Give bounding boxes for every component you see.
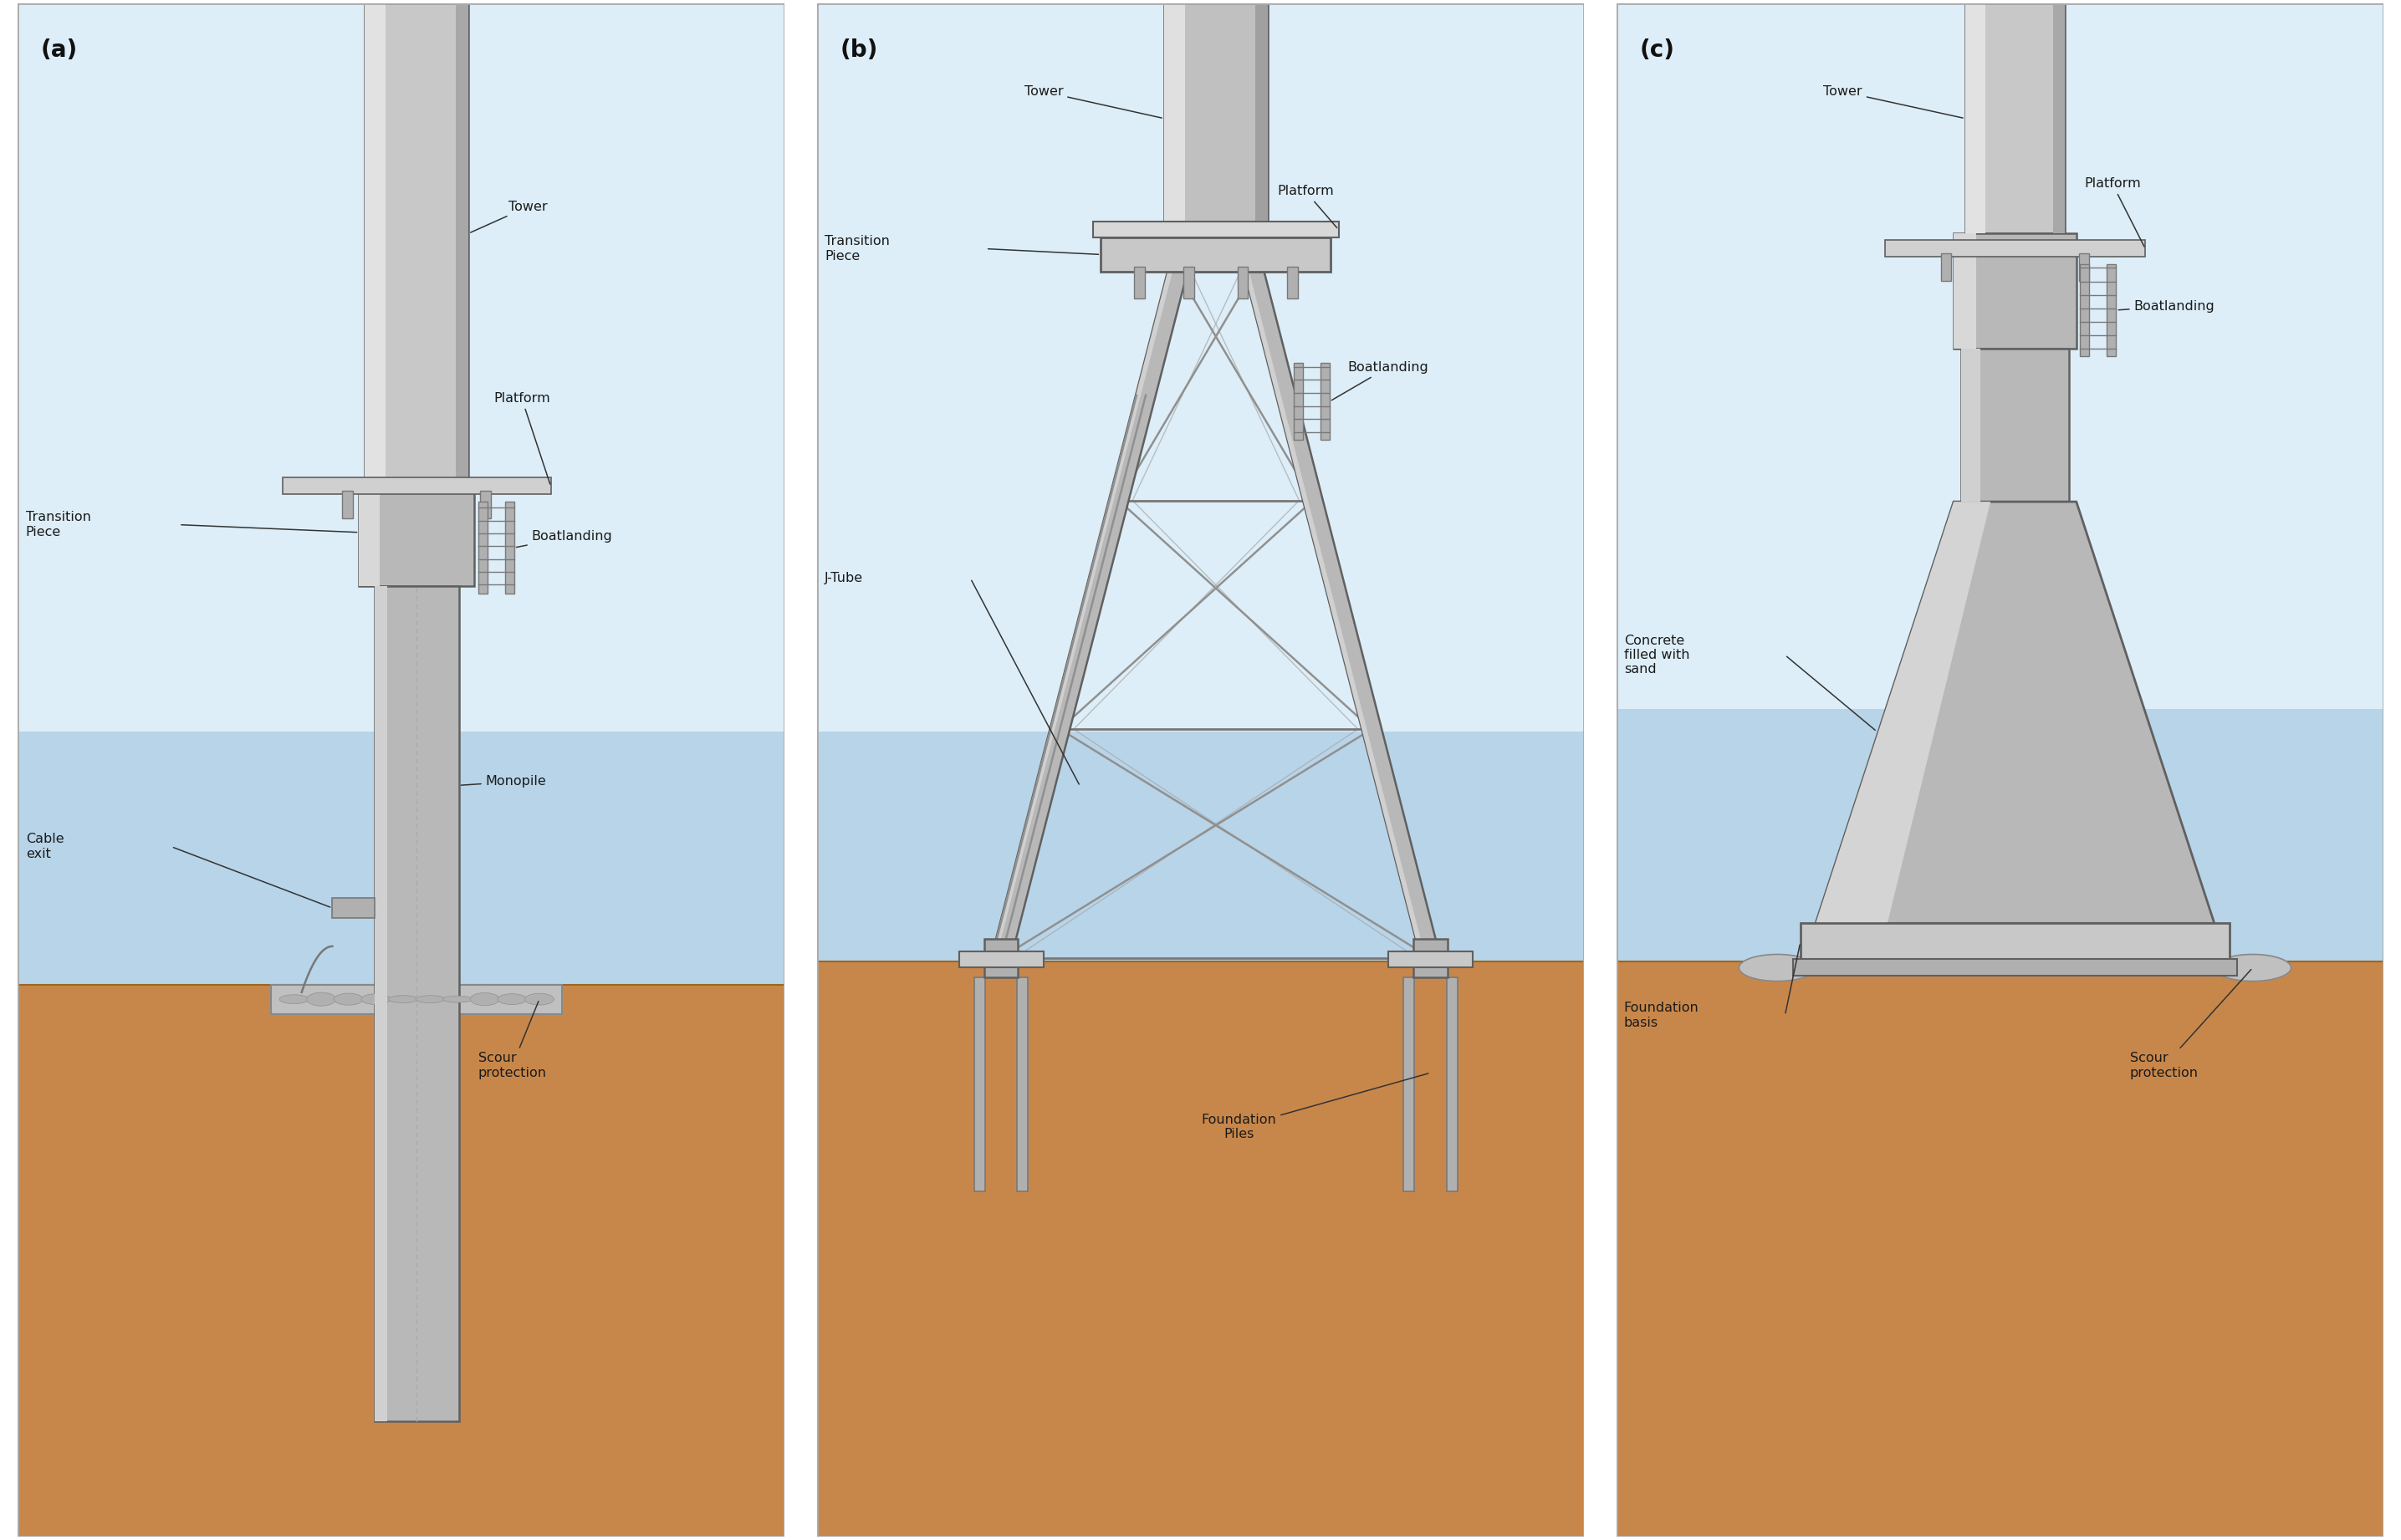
Bar xyxy=(331,898,375,918)
Text: Scour
protection: Scour protection xyxy=(478,1001,547,1080)
Bar xyxy=(2053,3,2065,234)
Bar xyxy=(1964,3,1986,234)
Bar xyxy=(17,3,785,732)
Bar xyxy=(1962,348,1981,502)
Text: Tower: Tower xyxy=(1025,85,1162,119)
Text: Transition
Piece: Transition Piece xyxy=(826,236,891,262)
Ellipse shape xyxy=(471,993,499,1006)
Bar xyxy=(1092,222,1337,237)
Ellipse shape xyxy=(360,993,391,1004)
Bar xyxy=(1184,266,1193,299)
Bar xyxy=(1164,3,1268,249)
Bar xyxy=(975,976,984,1192)
Ellipse shape xyxy=(415,995,444,1003)
Ellipse shape xyxy=(307,992,336,1006)
Bar xyxy=(343,491,353,519)
Text: Platform: Platform xyxy=(2084,177,2144,246)
Bar xyxy=(1388,952,1472,967)
Ellipse shape xyxy=(279,995,310,1004)
Bar xyxy=(504,502,514,594)
Bar xyxy=(1616,3,2384,708)
Bar xyxy=(1294,363,1304,440)
Text: Cable
exit: Cable exit xyxy=(26,833,65,861)
Bar xyxy=(360,479,379,587)
Text: Boatlanding: Boatlanding xyxy=(1333,362,1429,400)
Bar xyxy=(958,952,1044,967)
Bar xyxy=(1448,976,1457,1192)
Bar xyxy=(1133,266,1145,299)
Bar xyxy=(360,479,473,587)
Bar xyxy=(2079,254,2089,280)
Bar xyxy=(816,3,1585,732)
Text: Tower: Tower xyxy=(1822,85,1964,119)
Bar xyxy=(365,3,387,479)
Ellipse shape xyxy=(526,993,555,1006)
Bar xyxy=(1405,976,1414,1192)
Bar xyxy=(816,732,1585,961)
Bar xyxy=(1964,3,2065,234)
Bar xyxy=(375,587,459,1421)
Bar xyxy=(480,491,492,519)
Text: Transition
Piece: Transition Piece xyxy=(26,511,91,539)
Bar xyxy=(1616,961,2384,1537)
Text: Concrete
filled with
sand: Concrete filled with sand xyxy=(1623,634,1690,676)
Bar xyxy=(478,502,487,594)
Text: Tower: Tower xyxy=(471,200,547,233)
Bar xyxy=(365,3,468,479)
Bar xyxy=(1321,363,1330,440)
Bar xyxy=(456,3,468,479)
Bar xyxy=(1287,266,1299,299)
Ellipse shape xyxy=(497,993,526,1004)
Bar xyxy=(1885,240,2146,257)
Text: (a): (a) xyxy=(41,39,77,62)
Polygon shape xyxy=(992,271,1172,958)
Ellipse shape xyxy=(2214,955,2291,981)
Polygon shape xyxy=(1244,271,1441,958)
Text: J-Tube: J-Tube xyxy=(826,571,864,585)
Ellipse shape xyxy=(444,996,473,1003)
Bar xyxy=(1801,924,2231,961)
Bar xyxy=(271,984,562,1013)
Bar xyxy=(1616,708,2384,961)
Polygon shape xyxy=(1815,502,1990,924)
Bar xyxy=(1794,958,2238,975)
Bar xyxy=(1940,254,1952,280)
Text: Scour
protection: Scour protection xyxy=(2130,970,2252,1080)
Text: (b): (b) xyxy=(840,39,879,62)
Text: Boatlanding: Boatlanding xyxy=(516,530,612,547)
Bar xyxy=(283,477,550,494)
Bar xyxy=(1954,234,1976,348)
Polygon shape xyxy=(992,271,1188,958)
Text: Platform: Platform xyxy=(492,393,550,484)
Bar xyxy=(375,587,387,1421)
Text: Monopile: Monopile xyxy=(461,775,547,788)
Bar xyxy=(1100,237,1330,271)
Bar xyxy=(1164,3,1184,249)
Bar xyxy=(2108,263,2115,356)
Bar xyxy=(2079,263,2089,356)
Ellipse shape xyxy=(1738,955,1815,981)
Bar xyxy=(17,732,785,984)
Bar xyxy=(1237,266,1249,299)
Text: Foundation
basis: Foundation basis xyxy=(1623,1001,1700,1029)
Bar xyxy=(816,961,1585,1537)
Polygon shape xyxy=(1815,502,2214,924)
Bar xyxy=(1018,976,1028,1192)
Bar xyxy=(17,984,785,1537)
Text: (c): (c) xyxy=(1640,39,1673,62)
Ellipse shape xyxy=(334,993,363,1006)
Bar xyxy=(1256,3,1268,249)
Bar xyxy=(1962,348,2070,502)
Polygon shape xyxy=(1244,271,1426,958)
Bar xyxy=(1954,234,2077,348)
Text: Foundation
Piles: Foundation Piles xyxy=(1200,1073,1429,1141)
Bar xyxy=(1414,939,1448,976)
Text: Platform: Platform xyxy=(1277,185,1337,228)
Ellipse shape xyxy=(389,995,418,1003)
Bar xyxy=(984,939,1018,976)
Text: Boatlanding: Boatlanding xyxy=(2118,300,2214,313)
